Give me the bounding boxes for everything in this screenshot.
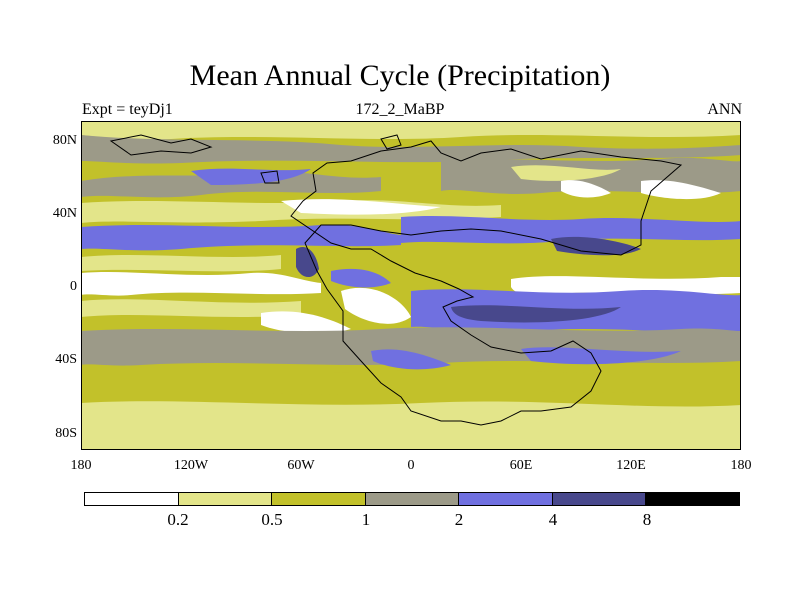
lon-label-60e: 60E: [509, 458, 533, 473]
colorbar-label: 8: [642, 510, 652, 529]
lat-label-80n: 80N: [52, 133, 77, 148]
amazon-wet: [331, 268, 391, 288]
lat-label-80s: 80S: [55, 426, 77, 441]
colorbar: [84, 492, 740, 506]
experiment-label: Expt = teyDj1: [82, 101, 173, 118]
colorbar-swatch: [646, 493, 740, 505]
lon-label-180w: 180: [70, 458, 92, 473]
lat-label-40n: 40N: [52, 206, 77, 221]
precipitation-map: [81, 121, 741, 450]
lon-label-0: 0: [407, 458, 415, 473]
small-island-2: [260, 170, 280, 184]
colorbar-label: 4: [548, 510, 558, 529]
mongolia-dry: [641, 180, 721, 200]
south-america-dry: [341, 287, 411, 324]
se-pacific-dry: [261, 311, 351, 334]
small-island: [380, 134, 402, 150]
equator-light: [81, 255, 281, 272]
nh-wet-band: [81, 224, 401, 251]
arctic-island: [109, 134, 213, 156]
colorbar-swatch: [365, 493, 460, 505]
lon-label-180e: 180: [730, 458, 752, 473]
lon-label-120w: 120W: [173, 458, 209, 473]
siberia-light: [511, 165, 621, 181]
central-america-heavy: [296, 247, 319, 278]
colorbar-label: 0.2: [167, 510, 189, 529]
southern-ocean-band: [81, 369, 741, 396]
lat-label-40s: 40S: [55, 352, 77, 367]
colorbar-label: 0.5: [261, 510, 283, 529]
arctic-band: [81, 121, 741, 140]
n-atlantic-dry: [281, 199, 441, 215]
colorbar-swatch: [272, 493, 366, 505]
south-indian-storm: [521, 347, 681, 365]
colorbar-label: 1: [361, 510, 371, 529]
asia-monsoon-band: [401, 216, 741, 244]
colorbar-label: 2: [454, 510, 464, 529]
colorbar-swatch: [552, 493, 647, 505]
lat-label-0: 0: [70, 279, 77, 294]
sh-tropics-light: [81, 299, 301, 317]
colorbar-swatch: [459, 493, 553, 505]
central-asia-dry: [561, 180, 611, 198]
colorbar-swatch: [178, 493, 273, 505]
plot-title: Mean Annual Cycle (Precipitation): [189, 59, 611, 92]
period-label: 172_2_MaBP: [355, 101, 445, 118]
season-label: ANN: [707, 101, 742, 118]
n-pacific-storm: [191, 168, 311, 185]
african-heavy: [451, 305, 621, 323]
lon-label-120e: 120E: [616, 458, 646, 473]
south-atlantic-storm: [371, 349, 451, 370]
south-asia-heavy: [551, 236, 641, 256]
coastline: [290, 140, 683, 426]
equator-dry: [81, 272, 321, 296]
subarctic-band: [81, 135, 741, 164]
map-svg: [81, 121, 741, 450]
indian-ocean-dry: [511, 276, 741, 296]
map-frame: [81, 121, 741, 450]
lon-label-60w: 60W: [287, 458, 315, 473]
antarctic-inner: [81, 419, 741, 450]
colorbar-swatch: [85, 493, 179, 505]
